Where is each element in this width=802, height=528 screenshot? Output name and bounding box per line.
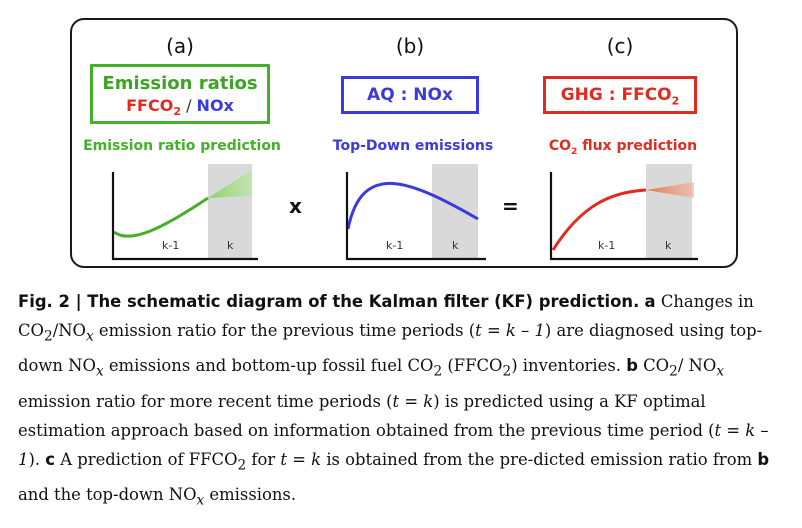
plot-c-tick-now: k	[665, 239, 672, 252]
ffco2-label: FFCO2	[126, 96, 181, 119]
panel-b-letter: (b)	[395, 34, 425, 58]
nox-label: NOx	[196, 96, 234, 115]
emission-ratios-formula: FFCO2 / NOx	[126, 96, 234, 119]
plot-c: k-1 k	[549, 164, 698, 261]
caption-fig-label: Fig. 2 | The schematic diagram of the Ka…	[18, 292, 640, 311]
panel-a-letter: (a)	[166, 34, 194, 58]
plot-b-k-band	[432, 164, 478, 258]
plot-a-tick-prev: k-1	[162, 239, 179, 252]
emission-ratios-title: Emission ratios	[102, 73, 258, 94]
plot-a-prediction-cone	[208, 170, 252, 198]
ghg-ffco2-box: GHG : FFCO2	[543, 76, 697, 114]
plot-a: k-1 k	[111, 164, 258, 261]
plot-c-k-band	[646, 164, 692, 258]
equals-operator: =	[502, 194, 519, 218]
plot-b-tick-now: k	[452, 239, 459, 252]
panel-c-letter: (c)	[606, 34, 634, 58]
plot-c-tick-prev: k-1	[598, 239, 615, 252]
diagram-frame	[70, 18, 738, 268]
emission-ratio-prediction-label: Emission ratio prediction	[83, 138, 281, 154]
plot-b-tick-prev: k-1	[386, 239, 403, 252]
plot-c-prediction-cone	[646, 182, 694, 198]
figure-caption: Fig. 2 | The schematic diagram of the Ka…	[18, 292, 770, 509]
plot-a-curve	[113, 196, 209, 238]
plot-b-curve	[346, 181, 479, 230]
top-down-emissions-label: Top-Down emissions	[332, 138, 494, 154]
aq-nox-box: AQ : NOx	[341, 76, 479, 114]
emission-ratios-box: Emission ratios FFCO2 / NOx	[90, 64, 270, 124]
plot-b: k-1 k	[345, 164, 486, 261]
plot-c-curve	[551, 188, 647, 251]
plot-a-tick-now: k	[227, 239, 234, 252]
multiply-operator: x	[289, 194, 302, 218]
co2-flux-prediction-label: CO2 flux prediction	[548, 138, 698, 157]
